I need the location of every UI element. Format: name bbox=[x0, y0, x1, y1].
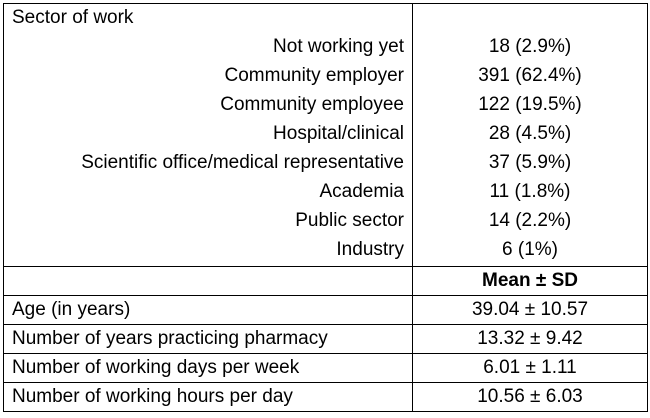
sector-values-spacer bbox=[414, 5, 647, 33]
sector-label-scientific-office: Scientific office/medical representative bbox=[81, 152, 404, 173]
sector-values-cell: 18 (2.9%) 391 (62.4%) 122 (19.5%) 28 (4.… bbox=[412, 3, 648, 267]
sector-value-hospital-clinical: 28 (4.5%) bbox=[488, 123, 572, 144]
stats-value-working-days: 6.01 ± 1.11 bbox=[412, 353, 648, 383]
sector-value-not-working-yet: 18 (2.9%) bbox=[488, 36, 572, 57]
stats-label-age: Age (in years) bbox=[3, 295, 413, 325]
sector-value-scientific-office: 37 (5.9%) bbox=[488, 152, 572, 173]
stats-row-age: Age (in years) 39.04 ± 10.57 bbox=[3, 295, 648, 325]
stats-header-mean-sd: Mean ± SD bbox=[412, 266, 648, 296]
stats-row-working-days: Number of working days per week 6.01 ± 1… bbox=[3, 353, 648, 383]
sector-label-community-employee: Community employee bbox=[220, 94, 404, 115]
sector-label-not-working-yet: Not working yet bbox=[273, 36, 404, 57]
sector-labels-cell: Sector of work Not working yet Community… bbox=[3, 3, 413, 267]
stats-row-working-hours: Number of working hours per day 10.56 ± … bbox=[3, 382, 648, 412]
sector-label-industry: Industry bbox=[336, 239, 404, 260]
sector-value-community-employee: 122 (19.5%) bbox=[478, 94, 582, 115]
sector-title: Sector of work bbox=[12, 7, 134, 28]
stats-label-working-days: Number of working days per week bbox=[3, 353, 413, 383]
sector-label-public-sector: Public sector bbox=[295, 210, 404, 231]
sector-row: Sector of work Not working yet Community… bbox=[3, 3, 648, 267]
sector-value-public-sector: 14 (2.2%) bbox=[488, 210, 572, 231]
stats-header-blank-cell bbox=[3, 266, 413, 296]
sector-label-hospital-clinical: Hospital/clinical bbox=[273, 123, 404, 144]
stats-value-working-hours: 10.56 ± 6.03 bbox=[412, 382, 648, 412]
sector-label-community-employer: Community employer bbox=[224, 65, 405, 86]
stats-value-years-practicing: 13.32 ± 9.42 bbox=[412, 324, 648, 354]
stats-row-years-practicing: Number of years practicing pharmacy 13.3… bbox=[3, 324, 648, 354]
sector-value-academia: 11 (1.8%) bbox=[489, 181, 571, 202]
stats-label-working-hours: Number of working hours per day bbox=[3, 382, 413, 412]
sector-value-community-employer: 391 (62.4%) bbox=[478, 65, 582, 86]
sector-label-academia: Academia bbox=[319, 181, 405, 202]
stats-header-row: Mean ± SD bbox=[3, 266, 648, 296]
stats-value-age: 39.04 ± 10.57 bbox=[412, 295, 648, 325]
sector-value-industry: 6 (1%) bbox=[502, 239, 558, 260]
stats-label-years-practicing: Number of years practicing pharmacy bbox=[3, 324, 413, 354]
demographics-table: Sector of work Not working yet Community… bbox=[3, 3, 648, 412]
